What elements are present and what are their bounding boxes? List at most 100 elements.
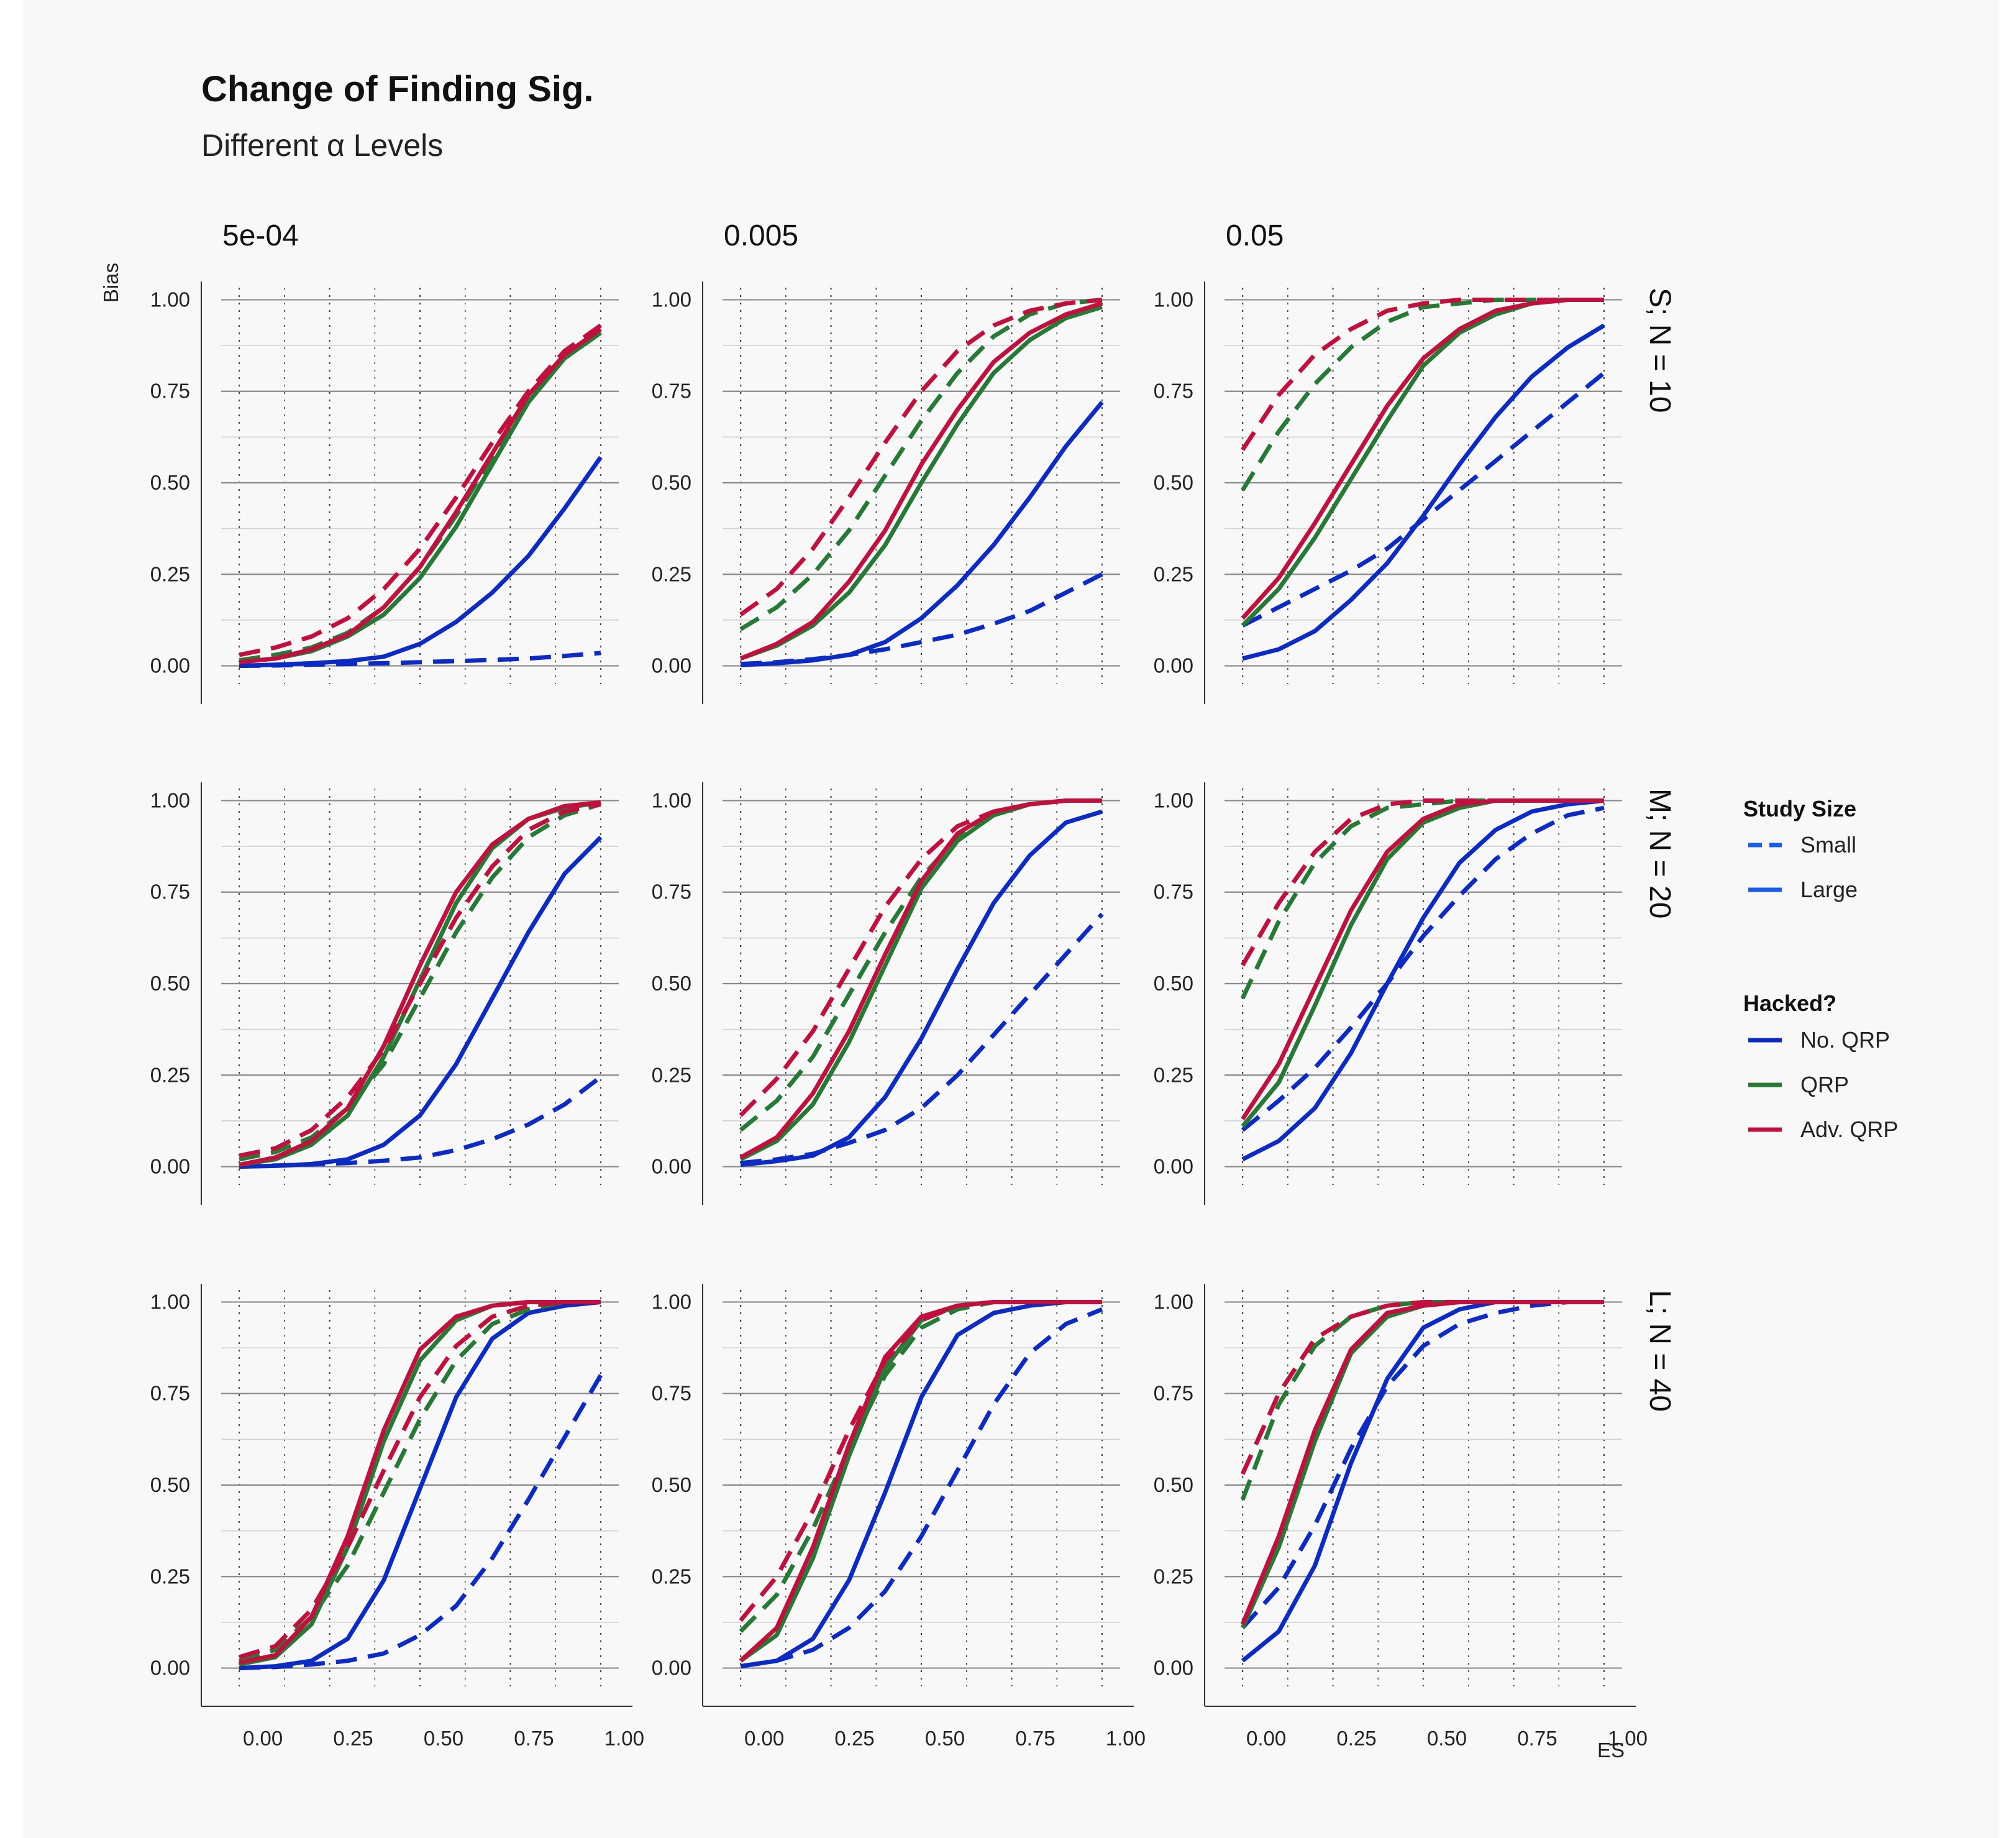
series-line-qrp-small	[739, 298, 1103, 631]
x-axis-title: ES	[1597, 1739, 1625, 1762]
x-tick-label: 0.75	[1517, 1727, 1557, 1750]
y-tick-label: 1.00	[1154, 288, 1193, 311]
y-tick-label: 0.25	[1154, 1063, 1193, 1086]
series-line-no-qrp-small	[239, 651, 601, 668]
x-tick-label: 0.25	[333, 1727, 373, 1750]
series-line-adv-qrp-large	[739, 301, 1103, 661]
x-tick-label: 0.50	[424, 1727, 463, 1750]
series-line-adv-qrp-small	[739, 1300, 1102, 1622]
series-line-no-qrp-small	[1241, 371, 1606, 628]
x-tick-label: 0.25	[834, 1727, 874, 1750]
y-tick-label: 0.00	[1154, 1657, 1193, 1680]
y-tick-label: 0.00	[150, 1657, 190, 1680]
column-facet-label: 0.05	[1226, 219, 1284, 252]
y-tick-label: 1.00	[150, 789, 190, 812]
chart-title: Change of Finding Sig.	[201, 69, 594, 109]
y-tick-label: 0.75	[652, 380, 691, 403]
series-line-qrp-small	[1241, 298, 1604, 492]
y-tick-label: 0.25	[652, 1063, 691, 1086]
series-line-no-qrp-small	[1241, 805, 1605, 1132]
y-tick-label: 0.75	[652, 880, 691, 903]
series-line-adv-qrp-small	[1240, 1300, 1604, 1475]
x-tick-label: 0.50	[925, 1727, 965, 1750]
y-tick-label: 0.25	[1154, 1565, 1193, 1588]
y-tick-label: 1.00	[150, 288, 190, 311]
series-line-no-qrp-large	[239, 1300, 601, 1670]
row-facet-label: L; N = 40	[1643, 1290, 1676, 1412]
column-facet-label: 0.005	[724, 219, 798, 252]
y-tick-label: 0.00	[1154, 654, 1193, 677]
y-tick-label: 0.50	[1154, 1473, 1193, 1496]
y-tick-label: 0.50	[1154, 471, 1193, 494]
y-tick-label: 0.75	[1154, 380, 1193, 403]
series-line-no-qrp-small	[740, 1307, 1103, 1669]
series-line-adv-qrp-small	[739, 298, 1103, 616]
series-line-qrp-small	[239, 802, 601, 1162]
row-facet-label: M; N = 20	[1643, 789, 1676, 918]
x-tick-label: 0.00	[1246, 1727, 1286, 1750]
y-tick-label: 0.75	[652, 1382, 691, 1405]
x-tick-label: 1.00	[1106, 1727, 1146, 1750]
x-tick-label: 1.00	[604, 1727, 644, 1750]
series-line-qrp-small	[739, 1300, 1102, 1634]
y-tick-label: 0.50	[652, 1473, 691, 1496]
y-tick-label: 0.50	[652, 972, 691, 995]
series-line-no-qrp-small	[740, 572, 1103, 667]
series-line-adv-qrp-large	[1241, 298, 1604, 620]
series-line-no-qrp-small	[1241, 1300, 1604, 1630]
y-tick-label: 0.75	[150, 1382, 190, 1405]
y-tick-label: 0.00	[652, 654, 691, 677]
series-line-adv-qrp-large	[1241, 798, 1604, 1120]
series-line-adv-qrp-small	[239, 1300, 601, 1660]
series-line-no-qrp-small	[740, 912, 1104, 1166]
series-line-qrp-large	[739, 1300, 1102, 1663]
x-tick-label: 0.00	[744, 1727, 784, 1750]
series-line-adv-qrp-small	[239, 802, 601, 1158]
y-tick-label: 0.00	[652, 1155, 691, 1178]
y-tick-label: 0.25	[1154, 562, 1193, 585]
row-facet-label: S; N = 10	[1643, 288, 1676, 413]
y-tick-label: 1.00	[652, 1290, 691, 1313]
y-tick-label: 0.50	[1154, 972, 1193, 995]
x-tick-label: 0.50	[1427, 1727, 1467, 1750]
legend-title-hacked: Hacked?	[1743, 990, 1836, 1016]
series-line-adv-qrp-large	[739, 798, 1102, 1159]
y-tick-label: 0.00	[1154, 1155, 1193, 1178]
series-line-adv-qrp-large	[239, 327, 602, 665]
y-tick-label: 0.75	[150, 880, 190, 903]
series-line-adv-qrp-small	[1241, 798, 1604, 967]
y-tick-label: 0.00	[150, 1155, 190, 1178]
series-line-no-qrp-large	[740, 809, 1103, 1168]
y-tick-label: 1.00	[652, 288, 691, 311]
x-tick-label: 0.00	[243, 1727, 283, 1750]
series-line-adv-qrp-small	[239, 323, 602, 657]
y-tick-label: 1.00	[1154, 789, 1193, 812]
series-line-adv-qrp-small	[1241, 298, 1604, 451]
legend-label-large: Large	[1800, 877, 1858, 902]
series-line-adv-qrp-large	[239, 1300, 601, 1665]
series-line-qrp-large	[739, 798, 1102, 1161]
y-tick-label: 0.25	[150, 562, 190, 585]
y-tick-label: 0.50	[150, 471, 190, 494]
x-tick-label: 1.00	[1608, 1727, 1648, 1750]
y-tick-label: 0.25	[150, 1063, 190, 1086]
series-line-adv-qrp-large	[239, 800, 601, 1168]
y-tick-label: 0.50	[652, 471, 691, 494]
x-tick-label: 0.75	[514, 1727, 554, 1750]
y-tick-label: 0.00	[652, 1657, 691, 1680]
legend-label-hacked: Adv. QRP	[1800, 1117, 1898, 1142]
legend-label-hacked: QRP	[1800, 1072, 1849, 1097]
legend-label-small: Small	[1800, 832, 1856, 857]
y-tick-label: 0.25	[652, 562, 691, 585]
y-tick-label: 0.75	[150, 380, 190, 403]
y-tick-label: 0.25	[652, 1565, 691, 1588]
y-tick-label: 0.00	[150, 654, 190, 677]
series-line-no-qrp-large	[1241, 798, 1605, 1161]
series-line-no-qrp-large	[239, 455, 603, 668]
series-line-qrp-large	[739, 304, 1103, 661]
column-facet-label: 5e-04	[222, 219, 299, 252]
series-line-no-qrp-large	[740, 401, 1104, 667]
x-tick-label: 0.75	[1015, 1727, 1055, 1750]
legend-title-study-size: Study Size	[1743, 796, 1856, 821]
